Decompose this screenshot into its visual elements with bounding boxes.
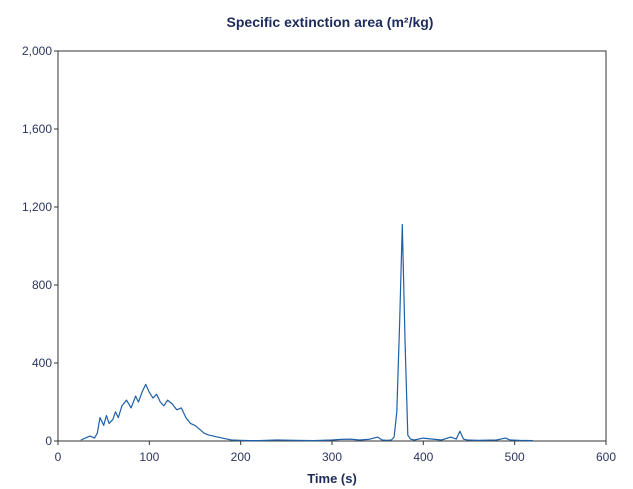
y-tick-label: 800 bbox=[32, 278, 52, 292]
y-tick-label: 400 bbox=[32, 356, 52, 370]
chart-title: Specific extinction area (m²/kg) bbox=[227, 14, 434, 30]
x-axis-label: Time (s) bbox=[307, 471, 357, 486]
y-tick-label: 2,000 bbox=[22, 44, 52, 58]
y-tick-label: 0 bbox=[45, 434, 52, 448]
x-axis-ticks: 0 100 200 300 400 500 600 bbox=[55, 441, 616, 464]
y-tick-label: 1,200 bbox=[22, 200, 52, 214]
series-group bbox=[80, 223, 533, 442]
x-tick-label: 200 bbox=[231, 450, 251, 464]
x-tick-label: 600 bbox=[596, 450, 616, 464]
y-tick-label: 1,600 bbox=[22, 122, 52, 136]
x-tick-label: 500 bbox=[505, 450, 525, 464]
series-line-0 bbox=[80, 223, 533, 442]
y-axis-ticks: 0 400 800 1,200 1,600 2,000 bbox=[22, 44, 58, 448]
x-tick-label: 0 bbox=[55, 450, 62, 464]
x-tick-label: 400 bbox=[413, 450, 433, 464]
x-tick-label: 300 bbox=[322, 450, 342, 464]
plot-frame bbox=[57, 50, 607, 442]
x-tick-label: 100 bbox=[139, 450, 159, 464]
